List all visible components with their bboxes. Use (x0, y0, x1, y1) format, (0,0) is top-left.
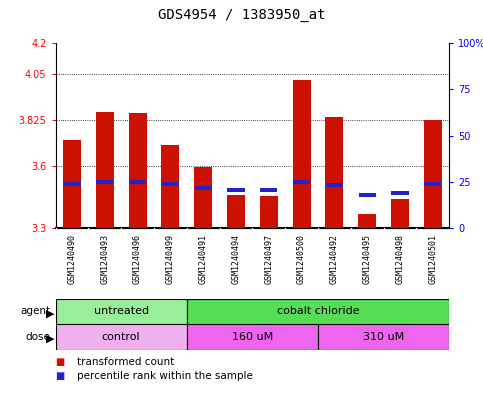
Text: dose: dose (26, 332, 51, 342)
Text: GSM1240491: GSM1240491 (199, 233, 208, 284)
Text: untreated: untreated (94, 307, 149, 316)
Bar (129, 180, 146, 184)
Bar (128, 113, 146, 228)
Bar (358, 213, 376, 228)
Text: GSM1240496: GSM1240496 (133, 233, 142, 284)
Bar (227, 195, 245, 228)
Bar (56, 299, 187, 324)
Bar (187, 299, 449, 324)
Bar (227, 188, 244, 192)
Bar (96, 180, 114, 184)
Bar (326, 117, 343, 228)
Bar (96, 112, 114, 228)
Text: ■: ■ (56, 357, 65, 367)
Text: agent: agent (21, 307, 51, 316)
Text: 310 uM: 310 uM (363, 332, 404, 342)
Bar (358, 193, 376, 197)
Text: ▶: ▶ (46, 309, 55, 318)
Text: cobalt chloride: cobalt chloride (277, 307, 359, 316)
Text: percentile rank within the sample: percentile rank within the sample (77, 371, 253, 381)
Text: GSM1240499: GSM1240499 (166, 233, 175, 284)
Text: GSM1240501: GSM1240501 (428, 233, 437, 284)
Text: GSM1240490: GSM1240490 (68, 233, 76, 284)
Text: GSM1240497: GSM1240497 (264, 233, 273, 284)
Text: ▶: ▶ (46, 334, 55, 344)
Text: ■: ■ (56, 371, 65, 381)
Bar (194, 167, 212, 228)
Bar (391, 199, 409, 228)
Text: control: control (102, 332, 141, 342)
Text: GSM1240500: GSM1240500 (297, 233, 306, 284)
Text: GSM1240493: GSM1240493 (100, 233, 109, 284)
Bar (162, 182, 179, 186)
Bar (56, 324, 187, 350)
Bar (63, 140, 81, 228)
Bar (326, 183, 343, 187)
Text: GSM1240492: GSM1240492 (330, 233, 339, 284)
Text: transformed count: transformed count (77, 357, 174, 367)
Bar (293, 180, 310, 184)
Bar (195, 185, 212, 190)
Bar (391, 191, 409, 195)
Bar (424, 120, 442, 228)
Text: GDS4954 / 1383950_at: GDS4954 / 1383950_at (158, 7, 325, 22)
Text: GSM1240498: GSM1240498 (396, 233, 404, 284)
Bar (161, 145, 179, 228)
Bar (260, 196, 278, 228)
Bar (260, 188, 277, 192)
Text: GSM1240494: GSM1240494 (231, 233, 241, 284)
Bar (424, 182, 441, 186)
Bar (187, 324, 318, 350)
Bar (63, 182, 81, 186)
Bar (318, 324, 449, 350)
Text: GSM1240495: GSM1240495 (363, 233, 372, 284)
Text: 160 uM: 160 uM (232, 332, 273, 342)
Bar (293, 80, 311, 228)
